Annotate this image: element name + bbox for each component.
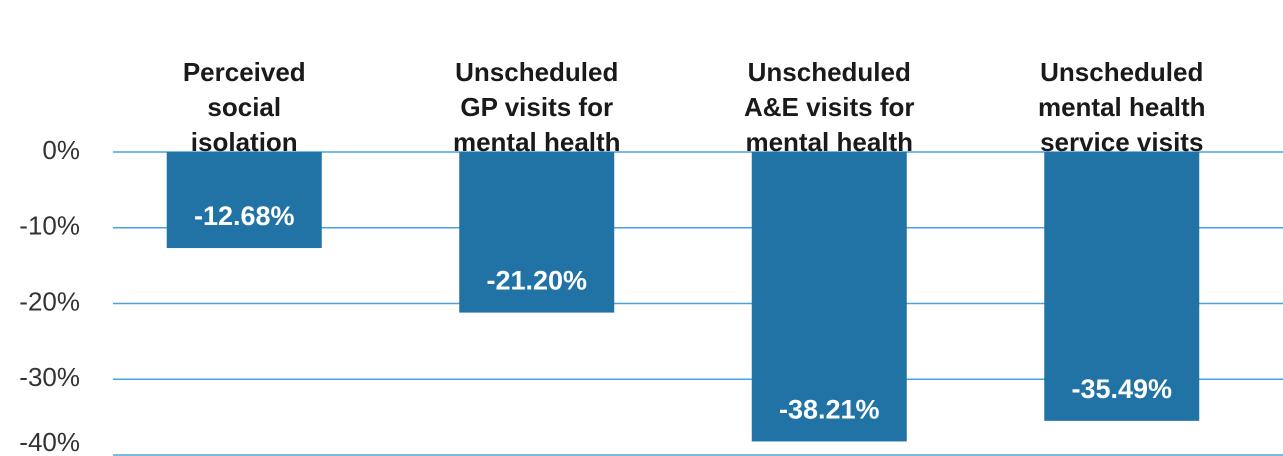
bar bbox=[1044, 152, 1200, 421]
category-label: Unscheduled A&E visits for mental health bbox=[744, 57, 915, 157]
y-tick-label: 0% bbox=[42, 135, 80, 165]
category-label: Perceived social isolation bbox=[182, 57, 306, 157]
category-label: Unscheduled mental health service visits bbox=[1037, 57, 1206, 157]
y-tick-label: -10% bbox=[19, 211, 80, 241]
value-label: -12.68% bbox=[194, 201, 295, 231]
y-tick-label: -40% bbox=[19, 427, 80, 456]
value-label: -35.49% bbox=[1071, 374, 1172, 404]
bar bbox=[166, 152, 322, 249]
bar bbox=[459, 152, 615, 313]
value-label: -38.21% bbox=[779, 395, 880, 425]
bar bbox=[751, 152, 907, 442]
value-label: -21.20% bbox=[486, 266, 587, 296]
category-label: Unscheduled GP visits for mental health bbox=[452, 57, 621, 157]
y-tick-label: -20% bbox=[19, 286, 80, 316]
y-tick-label: -30% bbox=[19, 362, 80, 392]
